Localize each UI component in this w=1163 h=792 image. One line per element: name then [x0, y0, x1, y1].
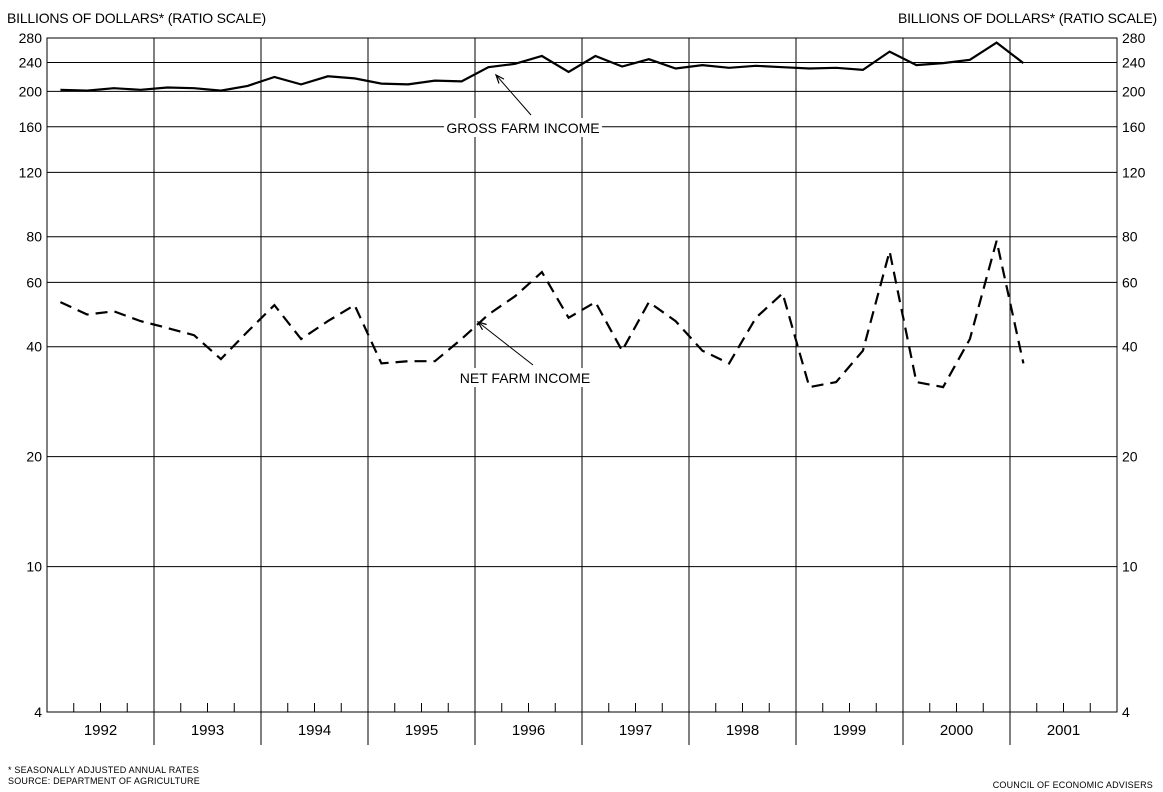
x-tick-label: 1997 — [619, 722, 652, 739]
footnote-source: SOURCE: DEPARTMENT OF AGRICULTURE — [8, 776, 200, 786]
gross-farm-income-line — [60, 41, 1025, 92]
y-tick-label-left: 200 — [19, 83, 43, 99]
left-axis-title: BILLIONS OF DOLLARS* (RATIO SCALE) — [7, 10, 267, 26]
y-tick-label-left: 60 — [26, 274, 42, 290]
y-tick-label-right: 40 — [1122, 339, 1138, 355]
x-tick-label: 1993 — [191, 722, 224, 739]
credit-text: COUNCIL OF ECONOMIC ADVISERS — [992, 780, 1153, 790]
y-tick-label-left: 120 — [19, 164, 43, 180]
x-tick-label: 1998 — [726, 722, 759, 739]
x-tick-label: 1999 — [833, 722, 866, 739]
y-tick-label-right: 4 — [1122, 704, 1130, 720]
net-farm-income-annotation-label-bg — [454, 368, 596, 387]
x-tick-label: 1994 — [298, 722, 331, 739]
y-tick-label-left: 280 — [19, 30, 43, 46]
gross-farm-income-annotation-arrowhead — [494, 73, 505, 84]
x-tick-label: 2000 — [940, 722, 973, 739]
net-farm-income-annotation-label: NET FARM INCOME — [460, 370, 590, 386]
y-tick-label-left: 80 — [26, 229, 42, 245]
y-tick-label-right: 200 — [1122, 83, 1146, 99]
gross-farm-income-annotation-leader — [495, 74, 532, 116]
footnotes: * SEASONALLY ADJUSTED ANNUAL RATES SOURC… — [8, 765, 200, 787]
y-tick-label-left: 4 — [34, 704, 42, 720]
x-tick-label: 1996 — [512, 722, 545, 739]
net-farm-income-annotation-arrowhead — [476, 321, 487, 331]
right-axis-title: BILLIONS OF DOLLARS* (RATIO SCALE) — [897, 10, 1157, 26]
y-tick-label-right: 280 — [1122, 30, 1146, 46]
y-tick-label-left: 240 — [19, 54, 43, 70]
y-tick-label-left: 160 — [19, 119, 43, 135]
gross-farm-income-annotation-label-bg — [443, 118, 603, 137]
y-tick-label-left: 10 — [26, 559, 42, 575]
y-tick-label-right: 80 — [1122, 229, 1138, 245]
y-tick-label-right: 240 — [1122, 54, 1146, 70]
x-tick-label: 1992 — [84, 722, 117, 739]
y-tick-label-right: 160 — [1122, 119, 1146, 135]
footnote-seasonal: * SEASONALLY ADJUSTED ANNUAL RATES — [8, 765, 200, 775]
gross-farm-income-annotation-label: GROSS FARM INCOME — [446, 120, 599, 136]
y-tick-label-right: 20 — [1122, 449, 1138, 465]
y-tick-label-left: 40 — [26, 339, 42, 355]
net-farm-income-annotation-leader — [477, 321, 534, 366]
y-tick-label-left: 20 — [26, 449, 42, 465]
x-tick-label: 2001 — [1047, 722, 1080, 739]
y-tick-label-right: 60 — [1122, 274, 1138, 290]
x-tick-label: 1995 — [405, 722, 438, 739]
y-tick-label-right: 10 — [1122, 559, 1138, 575]
y-tick-label-right: 120 — [1122, 164, 1146, 180]
net-farm-income-line — [59, 240, 1025, 389]
